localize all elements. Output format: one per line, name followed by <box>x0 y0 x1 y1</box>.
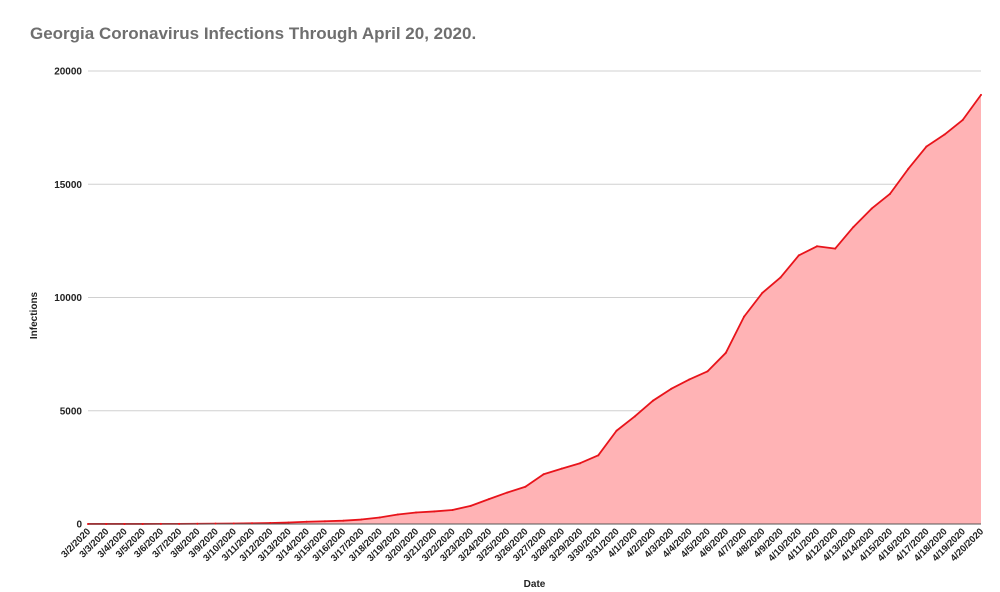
data-point <box>651 399 654 402</box>
plot-area <box>87 93 982 525</box>
infections-line <box>88 94 982 525</box>
data-point <box>524 485 527 488</box>
y-axis-ticks: 0 5000 10000 15000 20000 <box>54 67 82 531</box>
data-point <box>615 429 618 432</box>
x-axis-label: Date <box>524 579 546 590</box>
data-point <box>597 454 600 457</box>
data-point <box>178 522 181 525</box>
data-point <box>287 521 290 524</box>
data-point <box>196 522 199 525</box>
data-point <box>743 315 746 318</box>
data-point <box>323 520 326 523</box>
data-point <box>907 168 910 171</box>
data-point <box>797 254 800 257</box>
x-axis-ticks: 3/2/20203/3/20203/4/20203/5/20203/6/2020… <box>59 526 986 564</box>
data-point <box>980 93 982 96</box>
data-point <box>670 387 673 390</box>
y-tick-label: 10000 <box>54 293 82 304</box>
y-tick-label: 5000 <box>60 406 83 417</box>
data-point <box>560 467 563 470</box>
data-point <box>378 516 381 519</box>
data-point <box>870 207 873 210</box>
data-point <box>141 522 144 525</box>
infections-area <box>88 94 981 524</box>
data-point <box>269 522 272 525</box>
data-point <box>925 145 928 148</box>
data-point <box>579 462 582 465</box>
data-point <box>706 370 709 373</box>
data-point <box>251 522 254 525</box>
data-point <box>396 513 399 516</box>
data-point <box>87 522 89 525</box>
data-point <box>232 522 235 525</box>
data-point <box>506 491 509 494</box>
data-point <box>888 192 891 195</box>
data-point <box>214 522 217 525</box>
data-point <box>724 351 727 354</box>
data-point <box>451 508 454 511</box>
data-point <box>305 520 308 523</box>
data-point <box>159 522 162 525</box>
data-point <box>469 504 472 507</box>
data-point <box>542 473 545 476</box>
data-point <box>761 291 764 294</box>
data-point <box>123 522 126 525</box>
y-tick-label: 15000 <box>54 180 82 191</box>
data-point <box>779 276 782 279</box>
data-point <box>943 133 946 136</box>
chart-title: Georgia Coronavirus Infections Through A… <box>30 24 477 43</box>
data-point <box>105 522 108 525</box>
data-point <box>633 415 636 418</box>
data-point <box>688 378 691 381</box>
y-tick-label: 20000 <box>54 67 82 78</box>
data-point <box>961 118 964 121</box>
data-point <box>415 511 418 514</box>
data-point <box>815 245 818 248</box>
data-point <box>834 247 837 250</box>
data-point <box>487 498 490 501</box>
data-point <box>342 519 345 522</box>
y-tick-label: 0 <box>76 520 82 531</box>
data-point <box>852 225 855 228</box>
y-axis-label: Infections <box>29 291 40 339</box>
data-point <box>360 518 363 521</box>
data-point <box>433 510 436 513</box>
